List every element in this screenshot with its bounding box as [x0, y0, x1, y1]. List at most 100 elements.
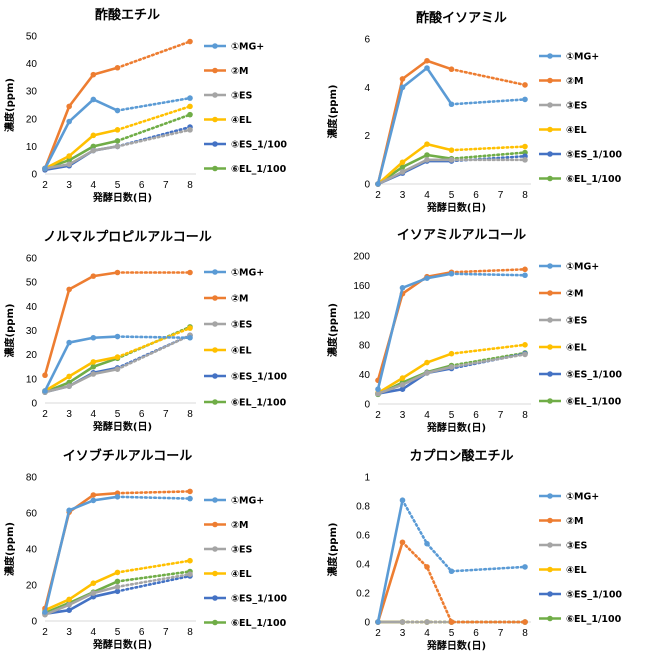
data-point: [424, 57, 430, 64]
legend-item: ①MG+: [539, 262, 599, 273]
series-line-solid: [44, 357, 118, 394]
y-tick-label: 40: [26, 59, 38, 70]
series-line-solid: [44, 145, 118, 170]
x-tick-label: 8: [187, 409, 193, 420]
legend-label: ⑤ES_1/100: [231, 372, 287, 383]
data-point: [90, 580, 97, 586]
series-1: [375, 497, 528, 625]
data-point: [114, 143, 121, 150]
y-tick-label: 1: [364, 473, 370, 484]
data-point: [448, 157, 455, 163]
data-point: [114, 269, 121, 276]
legend-swatch-marker: [212, 321, 218, 327]
series-line-dotted: [116, 490, 192, 495]
data-point: [187, 325, 193, 331]
legend-label: ⑥EL_1/100: [566, 614, 622, 625]
data-point: [187, 488, 193, 495]
legend-swatch-marker: [212, 116, 218, 123]
x-tick-label: 6: [139, 409, 145, 420]
series-line-dotted: [116, 113, 192, 143]
y-tick-label: 10: [26, 142, 38, 153]
legend-item: ①MG+: [204, 42, 264, 53]
legend-swatch-marker: [212, 521, 218, 528]
data-point: [399, 619, 406, 625]
legend-label: ③ES: [231, 91, 253, 102]
legend-item: ⑤ES_1/100: [539, 590, 622, 601]
data-point: [522, 351, 528, 358]
series-1: [375, 65, 528, 187]
data-point: [522, 564, 528, 570]
y-tick-label: 0: [31, 617, 37, 628]
legend-swatch-marker: [212, 43, 218, 49]
legend-label: ③ES: [231, 545, 253, 556]
series-line-solid: [43, 335, 118, 392]
data-point: [90, 273, 97, 279]
y-axis-label: 濃度(ppm): [326, 303, 339, 357]
x-tick-label: 6: [473, 190, 479, 201]
y-tick-label: 10: [26, 374, 38, 385]
legend-swatch-marker: [547, 53, 553, 59]
x-tick-label: 5: [115, 180, 121, 191]
data-point: [114, 64, 121, 71]
legend-swatch-marker: [547, 398, 553, 404]
legend-swatch-marker: [212, 595, 218, 601]
legend-item: ①MG+: [204, 496, 264, 507]
legend-label: ④EL: [566, 125, 587, 136]
x-tick-label: 3: [400, 410, 406, 421]
x-tick-label: 3: [66, 409, 72, 420]
series-4: [375, 141, 528, 187]
data-point: [424, 370, 430, 376]
legend-label: ⑥EL_1/100: [231, 398, 287, 409]
data-point: [66, 602, 72, 608]
legend-item: ⑥EL_1/100: [539, 397, 622, 408]
legend-item: ③ES: [539, 316, 588, 327]
series-line-dotted: [450, 353, 527, 369]
data-point: [522, 272, 528, 279]
legend-swatch-marker: [212, 546, 218, 552]
data-point: [522, 157, 528, 163]
data-point: [187, 495, 193, 502]
legend-swatch-marker: [547, 175, 553, 182]
legend-item: ⑤ES_1/100: [539, 370, 622, 381]
legend-swatch-marker: [212, 497, 218, 503]
legend-item: ④EL: [204, 115, 252, 126]
data-point: [375, 386, 381, 392]
legend-item: ③ES: [539, 101, 588, 112]
data-point: [424, 540, 430, 547]
chart-svg: ノルマルプロピルアルコール 0 10 20 30 40 50 60 2 3 4 5 6 7 8 発酵日数(日)…: [3, 230, 287, 433]
legend-item: ③ES: [204, 91, 253, 102]
y-tick-label: 20: [26, 350, 38, 361]
legend-label: ③ES: [566, 316, 588, 327]
data-point: [90, 334, 97, 341]
series-line-solid: [43, 66, 118, 169]
x-axis-label: 発酵日数(日): [92, 191, 152, 204]
series-line-dotted: [401, 498, 527, 573]
data-point: [424, 619, 430, 625]
series-line-dotted: [401, 540, 527, 624]
series-line-solid: [376, 499, 404, 623]
x-tick-label: 7: [163, 627, 169, 638]
series-line-dotted: [450, 343, 527, 355]
legend-item: ⑤ES_1/100: [539, 150, 622, 161]
x-tick-label: 7: [163, 180, 169, 191]
series-line-dotted: [116, 326, 192, 359]
legend-swatch-marker: [547, 493, 553, 499]
data-point: [90, 132, 97, 139]
data-point: [424, 152, 430, 158]
data-point: [66, 103, 72, 110]
series-line-dotted: [450, 98, 527, 106]
y-tick-label: 0.6: [356, 531, 370, 542]
data-point: [90, 492, 97, 498]
legend-label: ④EL: [231, 115, 252, 126]
legend-label: ②M: [231, 66, 249, 77]
series-1: [42, 333, 193, 394]
data-point: [424, 564, 430, 570]
y-axis-label: 濃度(ppm): [3, 304, 16, 358]
legend-swatch-marker: [212, 141, 218, 147]
x-tick-label: 8: [187, 627, 193, 638]
data-point: [399, 497, 406, 503]
series-line-dotted: [450, 67, 527, 87]
legend-label: ①MG+: [566, 492, 599, 503]
series-line-dotted: [116, 125, 192, 148]
